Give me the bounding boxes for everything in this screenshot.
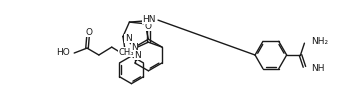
Text: N: N bbox=[146, 16, 153, 25]
Text: N: N bbox=[125, 34, 132, 43]
Text: N: N bbox=[134, 51, 141, 59]
Text: NH₂: NH₂ bbox=[311, 37, 328, 46]
Text: N: N bbox=[131, 43, 138, 52]
Text: NH: NH bbox=[311, 64, 325, 73]
Text: CH₃: CH₃ bbox=[118, 48, 134, 57]
Text: HO: HO bbox=[57, 48, 70, 57]
Text: O: O bbox=[85, 28, 93, 37]
Text: HN: HN bbox=[143, 15, 156, 24]
Text: O: O bbox=[145, 22, 152, 31]
